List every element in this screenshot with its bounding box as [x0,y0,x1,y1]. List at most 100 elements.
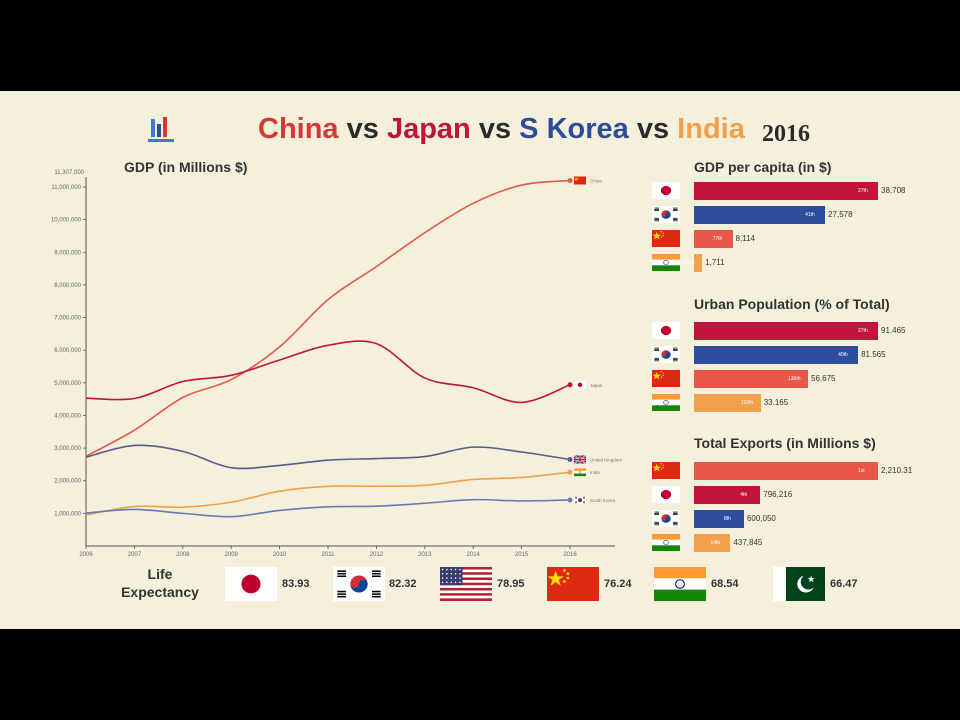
x-tick-label: 2016 [563,552,577,558]
flag-south-korea [652,346,680,363]
bar-value-label: 56.675 [811,374,836,383]
x-tick-label: 2015 [515,552,529,558]
series-end-point-united-kingdom [567,457,573,463]
bar-value-label: 81.565 [861,350,886,359]
flag-china [652,462,680,479]
flag-china [652,370,680,387]
bar-china [694,370,808,388]
bar-value-label: 1,711 [705,258,725,267]
y-tick-label: 8,000,000 [54,283,81,289]
urban-population-title: Urban Population (% of Total) [694,296,890,312]
brand-logo [148,115,174,145]
title-india: India [677,113,745,145]
bar-south-korea [694,206,826,224]
series-line-india [85,471,571,516]
bar-rank-label: 27th [858,328,868,334]
title-china: China [258,113,339,145]
life-expectancy-title-line1: Life [147,566,173,582]
y-tick-label: 11,000,000 [51,185,81,191]
gdp-per-capita-title: GDP per capita (in $) [694,159,832,175]
series-end-label-united-kingdom: United Kingdom [590,458,622,463]
series-end-flag-india [574,468,586,477]
series-line-japan [85,340,571,404]
y-tick-label: 1,000,000 [54,511,81,517]
bar-rank-label: 8th [723,516,731,522]
gdp-line-chart: 11,307,000 1,000,000 2,000,000 3,000,000 4,0… [51,170,622,558]
life-expectancy-value: 68.54 [711,578,739,590]
x-tick-label: 2009 [225,552,239,558]
life-expectancy-value: 76.24 [604,578,632,590]
flag-china [652,230,680,247]
year-label: 2016 [762,121,810,147]
y-tick-label: 9,000,000 [54,250,81,256]
y-tick-label: 2,000,000 [54,479,81,485]
life-flag-south-korea [333,567,385,601]
x-tick-label: 2006 [79,552,93,558]
life-expectancy-value: 66.47 [830,578,858,590]
series-end-label-india: India [590,470,600,475]
infographic-canvas: China vs Japan vs S Korea vs India 2016 … [0,91,960,629]
y-tick-label: 7,000,000 [54,316,81,322]
bar-rank-label: 40th [838,352,848,358]
bar-rank-label: 143th [682,260,695,266]
flag-japan [652,486,680,503]
x-tick-label: 2013 [418,552,432,558]
bar-japan [694,486,761,504]
y-tick-label: 6,000,000 [54,348,81,354]
bar-rank-label: 4th [740,492,748,498]
life-expectancy-title: Life Expectancy [120,565,200,601]
series-line-china [85,179,571,457]
series-end-point-south-korea [567,497,573,503]
bar-rank-label: 27th [858,188,868,194]
bar-rank-label: 41th [805,212,815,218]
flag-south-korea [652,510,680,527]
bar-rank-label: 77th [712,236,723,242]
series-end-label-japan: Japan [590,383,603,388]
life-flag-india [654,567,706,601]
series-end-flag-japan [574,380,586,389]
life-flag-united-states [440,567,492,601]
life-expectancy-value: 83.93 [282,578,310,590]
bar-value-label: 2,210.31 [881,466,913,475]
bar-value-label: 91.465 [881,326,906,335]
life-flag-japan [225,567,277,601]
flag-india [652,254,680,271]
bar-rank-label: 192th [740,400,754,406]
y-tick-label: 5,000,000 [54,381,81,387]
title-japan: Japan [386,113,471,145]
bar-value-label: 437,845 [733,538,763,547]
title-vs: vs [636,113,670,145]
bar-value-label: 600,050 [746,514,776,523]
bar-china [694,462,878,480]
flag-south-korea [652,206,680,223]
x-tick-label: 2011 [322,552,336,558]
life-expectancy-value: 78.95 [497,578,525,590]
y-tick-label: 4,000,000 [54,413,81,419]
series-line-united-kingdom [85,444,571,470]
bar-south-korea [694,346,859,364]
life-flag-pakistan [773,567,825,601]
y-tick-label: 3,000,000 [54,446,81,452]
life-expectancy-title-line2: Expectancy [121,584,199,600]
bar-japan [694,322,878,340]
title-vs: vs [346,113,379,145]
chart-title: China vs Japan vs S Korea vs India [258,113,745,146]
life-flag-china [547,567,599,601]
series-line-south-korea [85,498,571,518]
flag-india [652,534,680,551]
bar-india [694,254,703,272]
bar-rank-label: 1st [858,468,865,474]
flag-japan [652,322,680,339]
bar-value-label: 796,216 [763,490,793,499]
bar-japan [694,182,878,200]
y-max-label: 11,307,000 [54,170,84,176]
bar-value-label: 38,708 [881,186,906,195]
x-tick-label: 2010 [273,552,287,558]
bar-value-label: 33.165 [763,398,789,407]
series-end-label-south-korea: South Korea [590,498,616,503]
bar-rank-label: 136th [788,376,801,382]
y-tick-label: 10,000,000 [51,218,82,224]
bar-rank-label: 14th [710,540,721,546]
series-end-flag-united-kingdom [574,455,586,464]
title-vs: vs [478,113,512,145]
